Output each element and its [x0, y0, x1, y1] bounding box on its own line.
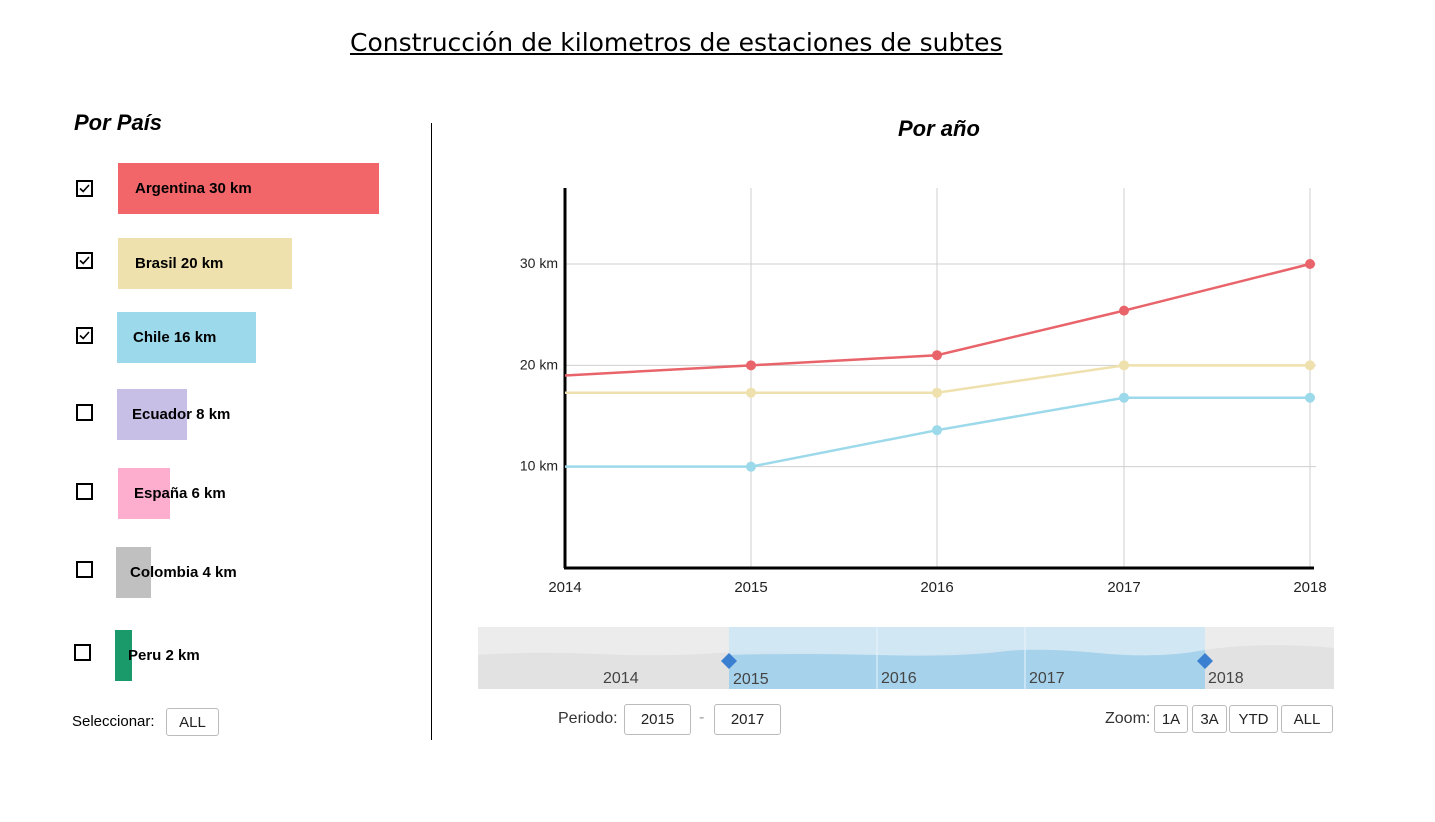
ecuador-checkbox[interactable] — [76, 404, 93, 421]
navigator-label-2014: 2014 — [603, 670, 639, 687]
brasil-checkbox[interactable] — [76, 252, 93, 269]
brasil-bar[interactable] — [118, 238, 292, 289]
y-tick-label: 10 km — [520, 458, 558, 474]
page-title: Construcción de kilometros de estaciones… — [350, 28, 1003, 57]
colombia-bar[interactable] — [116, 547, 151, 598]
x-tick-label: 2017 — [1107, 579, 1140, 596]
line-chart: 10 km 20 km 30 km 2014 2015 2016 2017 2018 — [520, 188, 1327, 596]
period-dash: - — [699, 709, 705, 726]
espana-checkbox[interactable] — [76, 483, 93, 500]
check-icon — [79, 331, 90, 340]
zoom-ytd-button[interactable]: YTD — [1229, 705, 1278, 733]
navigator-label-2017: 2017 — [1029, 670, 1065, 687]
chile-checkbox[interactable] — [76, 327, 93, 344]
select-label: Seleccionar: — [72, 713, 155, 730]
country-row-colombia: Colombia 4 km — [0, 547, 420, 599]
period-from-input[interactable]: 2015 — [624, 704, 691, 735]
espana-bar[interactable] — [118, 468, 170, 519]
right-panel-title: Por año — [898, 116, 980, 141]
country-row-argentina: Argentina 30 km — [0, 163, 420, 215]
country-row-chile: Chile 16 km — [0, 312, 420, 364]
data-point-argentina[interactable] — [1305, 259, 1315, 269]
country-row-espana: España 6 km — [0, 468, 420, 520]
chile-label: Chile 16 km — [133, 329, 217, 346]
peru-checkbox[interactable] — [74, 644, 91, 661]
data-point-brasil[interactable] — [746, 387, 756, 398]
zoom-3a-button[interactable]: 3A — [1192, 705, 1227, 733]
y-tick-label: 20 km — [520, 356, 558, 372]
data-point-brasil[interactable] — [932, 387, 942, 398]
x-tick-label: 2016 — [920, 579, 953, 596]
chile-bar[interactable] — [117, 312, 256, 363]
data-point-argentina[interactable] — [746, 360, 756, 371]
zoom-1a-button[interactable]: 1A — [1154, 705, 1188, 733]
check-icon — [79, 184, 90, 193]
argentina-checkbox[interactable] — [76, 180, 93, 197]
data-point-chile[interactable] — [1119, 392, 1129, 403]
panel-divider — [431, 123, 432, 740]
navigator-left-handle[interactable] — [721, 653, 737, 669]
data-point-brasil[interactable] — [1305, 360, 1315, 371]
zoom-label: Zoom: — [1105, 710, 1151, 727]
data-point-chile[interactable] — [932, 425, 942, 436]
country-row-peru: Peru 2 km — [0, 630, 420, 682]
argentina-bar[interactable] — [118, 163, 379, 214]
select-all-button[interactable]: ALL — [166, 708, 219, 736]
navigator-right-handle[interactable] — [1197, 653, 1213, 669]
data-point-chile[interactable] — [746, 461, 756, 472]
peru-bar[interactable] — [115, 630, 132, 681]
zoom-all-button[interactable]: ALL — [1281, 705, 1333, 733]
brasil-label: Brasil 20 km — [135, 255, 224, 272]
country-row-brasil: Brasil 20 km — [0, 238, 420, 290]
argentina-label: Argentina 30 km — [135, 180, 252, 197]
colombia-label: Colombia 4 km — [130, 564, 237, 581]
ecuador-bar[interactable] — [117, 389, 187, 440]
data-point-argentina[interactable] — [1119, 305, 1129, 316]
left-panel-title: Por País — [74, 110, 163, 135]
data-point-argentina[interactable] — [932, 350, 942, 361]
x-tick-label: 2014 — [548, 579, 581, 596]
espana-label: España 6 km — [134, 485, 226, 502]
y-tick-label: 30 km — [520, 255, 558, 271]
ecuador-label: Ecuador 8 km — [132, 406, 231, 423]
navigator-label-2016: 2016 — [881, 670, 917, 687]
range-navigator[interactable]: 2014 2015 2016 2017 2018 — [478, 622, 1338, 697]
data-point-brasil[interactable] — [1119, 360, 1129, 371]
x-tick-label: 2015 — [734, 579, 767, 596]
check-icon — [79, 256, 90, 265]
country-row-ecuador: Ecuador 8 km — [0, 389, 420, 441]
navigator-label-2018: 2018 — [1208, 670, 1244, 687]
period-to-input[interactable]: 2017 — [714, 704, 781, 735]
peru-label: Peru 2 km — [128, 647, 200, 664]
colombia-checkbox[interactable] — [76, 561, 93, 578]
period-label: Periodo: — [558, 710, 618, 727]
data-point-chile[interactable] — [1305, 392, 1315, 403]
x-tick-label: 2018 — [1293, 579, 1326, 596]
navigator-selected-area — [729, 649, 1205, 689]
navigator-label-2015: 2015 — [733, 671, 769, 688]
